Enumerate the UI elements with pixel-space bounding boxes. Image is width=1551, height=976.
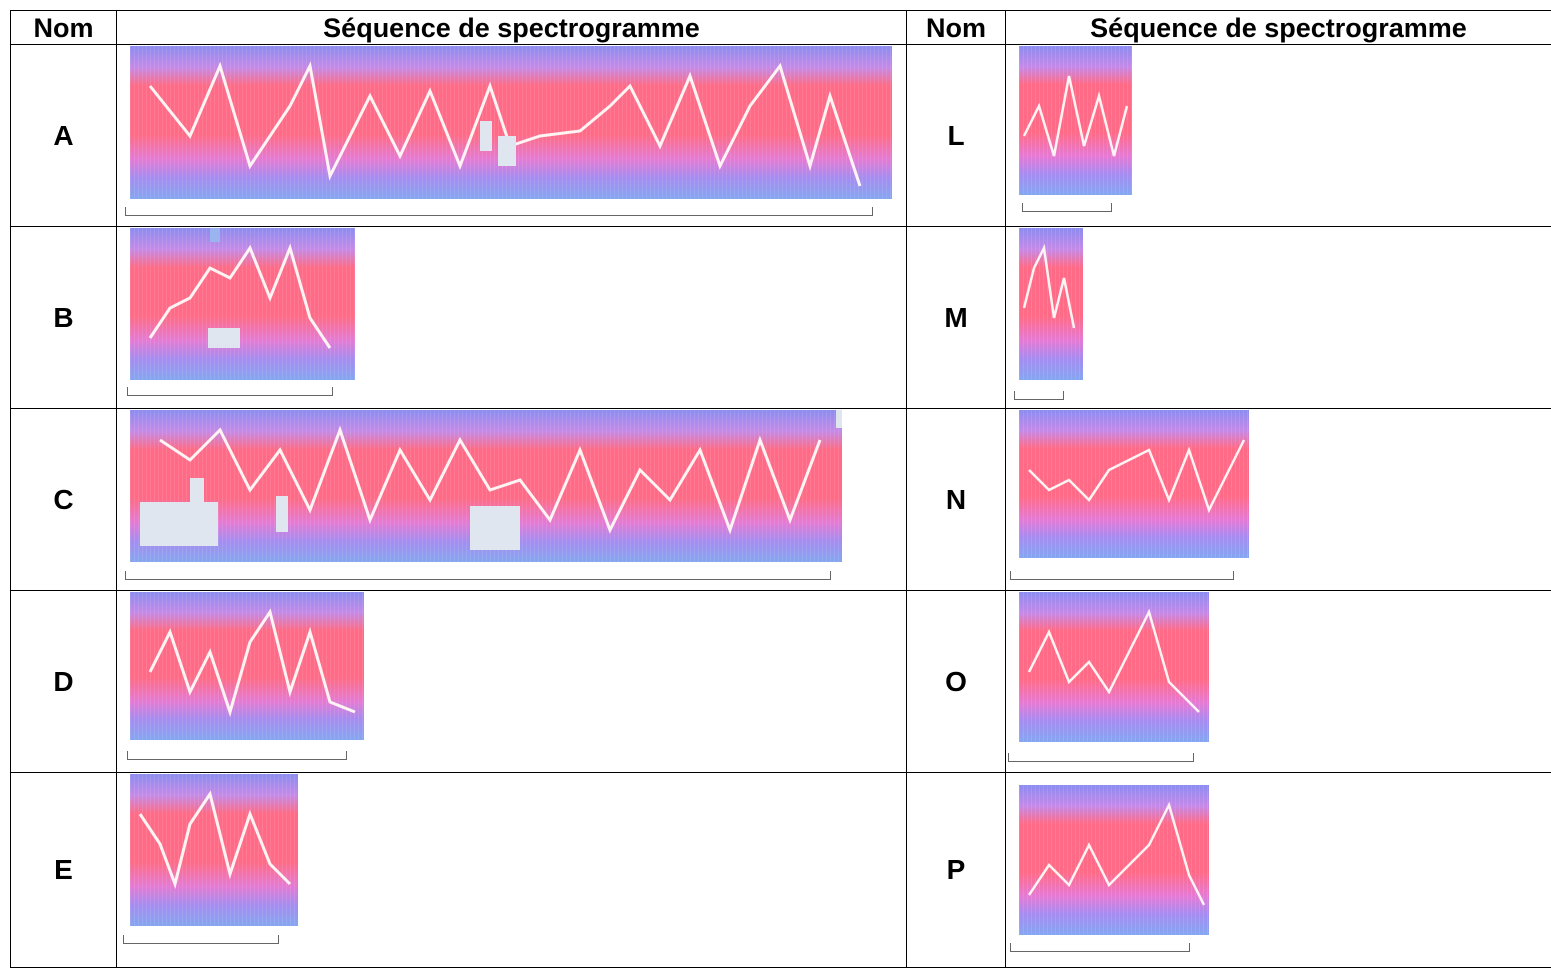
spectrogram-image [1019,46,1132,195]
table-row: C N [10,408,1551,591]
table-row: A L [10,44,1551,227]
spectrogram-cell [1005,772,1551,968]
time-scale-bracket [1008,753,1194,762]
spectrogram-cell [1005,408,1551,591]
time-scale-bracket [1014,391,1064,400]
time-scale-bracket [1010,571,1234,580]
row-name-left: A [10,44,117,227]
row-name-left: B [10,226,117,409]
spectrogram-cell [1005,226,1551,409]
table-row: D O [10,590,1551,773]
time-scale-bracket [125,207,873,216]
row-name-left: E [10,772,117,968]
header-sequence-right: Séquence de spectrogramme [1005,10,1551,45]
time-scale-bracket [1022,203,1112,212]
row-name-left: D [10,590,117,773]
row-name-right: L [906,44,1006,227]
table-row: B M [10,226,1551,409]
time-scale-bracket [1010,943,1190,952]
spectrogram-image [130,410,842,562]
spectrogram-cell [116,590,907,773]
spectrogram-image [1019,228,1083,380]
spectrogram-image [1019,410,1249,558]
time-scale-bracket [127,751,347,760]
row-name-right: O [906,590,1006,773]
spectrogram-cell [116,226,907,409]
spectrogram-cell [1005,44,1551,227]
row-name-right: M [906,226,1006,409]
spectrogram-cell [116,408,907,591]
spectrogram-image [130,592,364,740]
header-sequence-left: Séquence de spectrogramme [116,10,907,45]
table-row: E P [10,772,1551,968]
time-scale-bracket [123,935,279,944]
spectrogram-cell [116,772,907,968]
spectrogram-cell [1005,590,1551,773]
spectrogram-table: Nom Séquence de spectrogramme Nom Séquen… [10,10,1551,968]
spectrogram-image [1019,785,1209,935]
row-name-left: C [10,408,117,591]
spectrogram-image [130,228,355,380]
spectrogram-cell [116,44,907,227]
row-name-right: P [906,772,1006,968]
time-scale-bracket [127,387,333,396]
header-row: Nom Séquence de spectrogramme Nom Séquen… [10,10,1551,45]
spectrogram-image [130,46,892,199]
time-scale-bracket [125,571,831,580]
header-nom-right: Nom [906,10,1006,45]
row-name-right: N [906,408,1006,591]
spectrogram-image [130,774,298,926]
header-nom-left: Nom [10,10,117,45]
spectrogram-image [1019,592,1209,742]
